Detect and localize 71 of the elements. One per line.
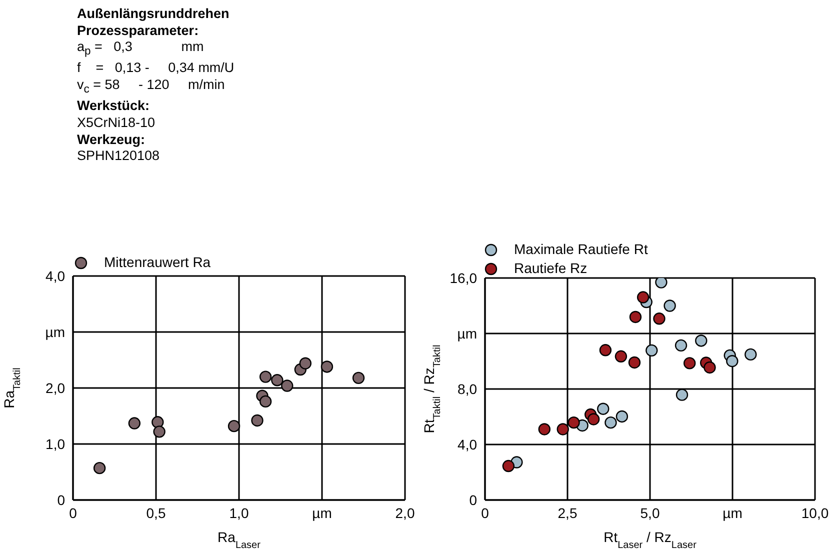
y-tick-label: 0 <box>57 492 66 508</box>
y-tick-label: 16,0 <box>450 270 478 286</box>
point <box>538 423 550 436</box>
y-tick-label: 0 <box>469 492 478 508</box>
point <box>653 312 666 325</box>
text: X5CrNi18-10 <box>77 114 156 132</box>
point <box>352 372 365 384</box>
point <box>128 417 141 430</box>
point <box>636 291 650 304</box>
x-tick-label: µm <box>312 504 332 521</box>
point <box>153 426 166 438</box>
text: Prozessparameter: <box>77 22 200 40</box>
x-tick-label: µm <box>722 504 742 521</box>
point <box>152 416 164 428</box>
x-axis-title: Rt$_{Laser}$ / Rz$_{Laser}$ <box>604 529 698 550</box>
x-tick-label: 5,0 <box>640 504 660 521</box>
y-tick-label: 4,0 <box>46 268 66 284</box>
point <box>597 402 610 415</box>
point <box>664 300 676 312</box>
point <box>684 357 696 370</box>
point <box>93 462 106 474</box>
point <box>299 357 312 370</box>
text: Außenlängsrunddrehen <box>77 6 230 23</box>
y-tick-label: µm <box>45 324 65 340</box>
point <box>259 395 272 408</box>
point <box>616 410 628 423</box>
y-tick-label: µm <box>457 325 477 342</box>
x-tick-label: 0 <box>481 504 490 521</box>
point <box>259 370 272 383</box>
point <box>655 278 668 288</box>
point <box>674 339 688 352</box>
x-tick-label: 2,0 <box>395 504 415 521</box>
point <box>502 460 515 472</box>
point <box>676 388 688 401</box>
y-tick-label: 1,0 <box>46 436 66 452</box>
point <box>599 344 612 356</box>
point <box>604 416 617 429</box>
point <box>614 350 628 362</box>
x-tick-label: 0,5 <box>146 504 166 521</box>
x-axis-title: Ra$_{Laser}$ <box>218 529 262 550</box>
point <box>556 423 569 436</box>
y-tick-label: 2,0 <box>46 380 66 396</box>
point <box>228 420 240 432</box>
point <box>587 413 600 426</box>
legend-label: Mittenrauwert Ra <box>104 253 211 272</box>
text: SPHN120108 <box>77 148 161 165</box>
text: v$_{c}$ = 58 - 120 m/min <box>77 77 226 98</box>
point <box>281 380 294 392</box>
point <box>629 310 642 324</box>
text: Werkzeug: <box>77 132 146 148</box>
text: a$_{p}$ = 0,3 mm <box>77 39 205 60</box>
point <box>726 355 738 368</box>
legend-label: Rautiefe Rz <box>514 259 588 278</box>
point <box>320 360 334 373</box>
point <box>568 416 580 429</box>
point <box>744 348 757 361</box>
x-tick-label: 0 <box>69 504 78 521</box>
y-tick-label: 4,0 <box>458 436 478 452</box>
x-tick-label: 10,0 <box>801 504 829 521</box>
x-tick-label: 2,5 <box>558 504 578 521</box>
point <box>646 344 658 357</box>
point <box>628 356 641 369</box>
text: Werkstück: <box>77 98 151 115</box>
x-tick-label: 1,0 <box>229 504 249 521</box>
point <box>704 361 716 374</box>
point <box>251 414 264 427</box>
text: f = 0,13 - 0,34 mm/U <box>77 60 234 78</box>
point <box>695 334 708 347</box>
legend-label: Maximale Rautiefe Rt <box>514 240 648 259</box>
y-tick-label: 8,0 <box>458 380 478 397</box>
point <box>271 374 284 386</box>
